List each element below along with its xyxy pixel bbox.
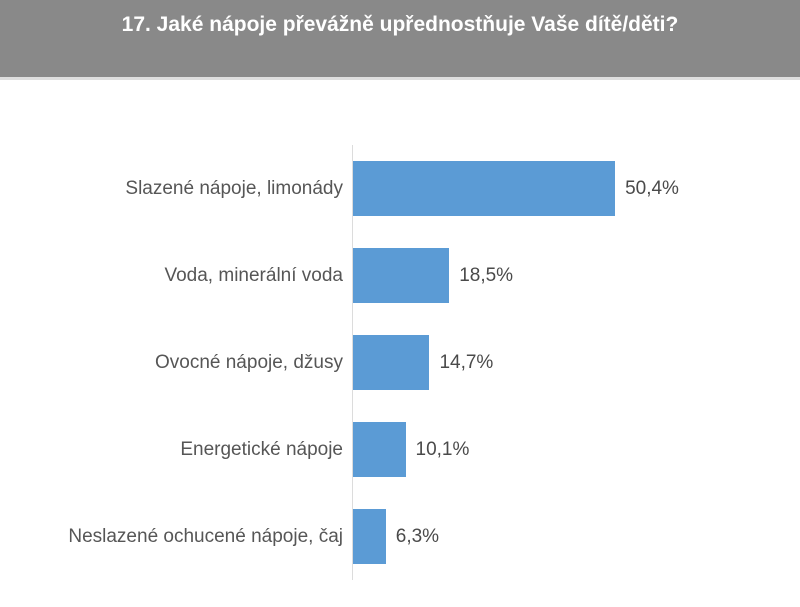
bar-row: Neslazené ochucené nápoje, čaj 6,3% — [0, 493, 800, 580]
plot-area: 10,1% — [352, 406, 665, 493]
value-label: 18,5% — [459, 264, 514, 286]
bar — [353, 248, 450, 303]
bar-chart-rows: Slazené nápoje, limonády 50,4% Voda, miner… — [0, 145, 800, 580]
bar — [353, 335, 430, 390]
category-label: Voda, minerální voda — [164, 264, 343, 286]
value-label: 50,4% — [625, 177, 679, 199]
value-label: 6,3% — [395, 525, 440, 547]
plot-area: 18,5% — [352, 232, 665, 319]
bar-row: Ovocné nápoje, džusy 14,7% — [0, 319, 800, 406]
bar-row: Slazené nápoje, limonády 50,4% — [0, 145, 800, 232]
bar-row: Energetické nápoje 10,1% — [0, 406, 800, 493]
value-label: 10,1% — [415, 438, 470, 460]
bar — [353, 422, 406, 477]
value-label: 14,7% — [439, 351, 494, 373]
category-label: Slazené nápoje, limonády — [125, 177, 343, 199]
chart-title: 17. Jaké nápoje převážně upřednostňuje V… — [121, 13, 679, 36]
category-label: Neslazené ochucené nápoje, čaj — [68, 525, 343, 547]
bar — [353, 161, 616, 216]
plot-area: 14,7% — [352, 319, 665, 406]
bar-row: Voda, minerální voda 18,5% — [0, 232, 800, 319]
category-label: Energetické nápoje — [180, 438, 343, 460]
category-label: Ovocné nápoje, džusy — [154, 351, 343, 373]
plot-area: 50,4% — [352, 145, 679, 232]
bar — [353, 509, 386, 564]
plot-area: 6,3% — [352, 493, 665, 580]
bar-chart: Slazené nápoje, limonády 50,4% Voda, miner… — [0, 145, 800, 580]
slide-header: 17. Jaké nápoje převážně upřednostňuje V… — [0, 0, 800, 80]
